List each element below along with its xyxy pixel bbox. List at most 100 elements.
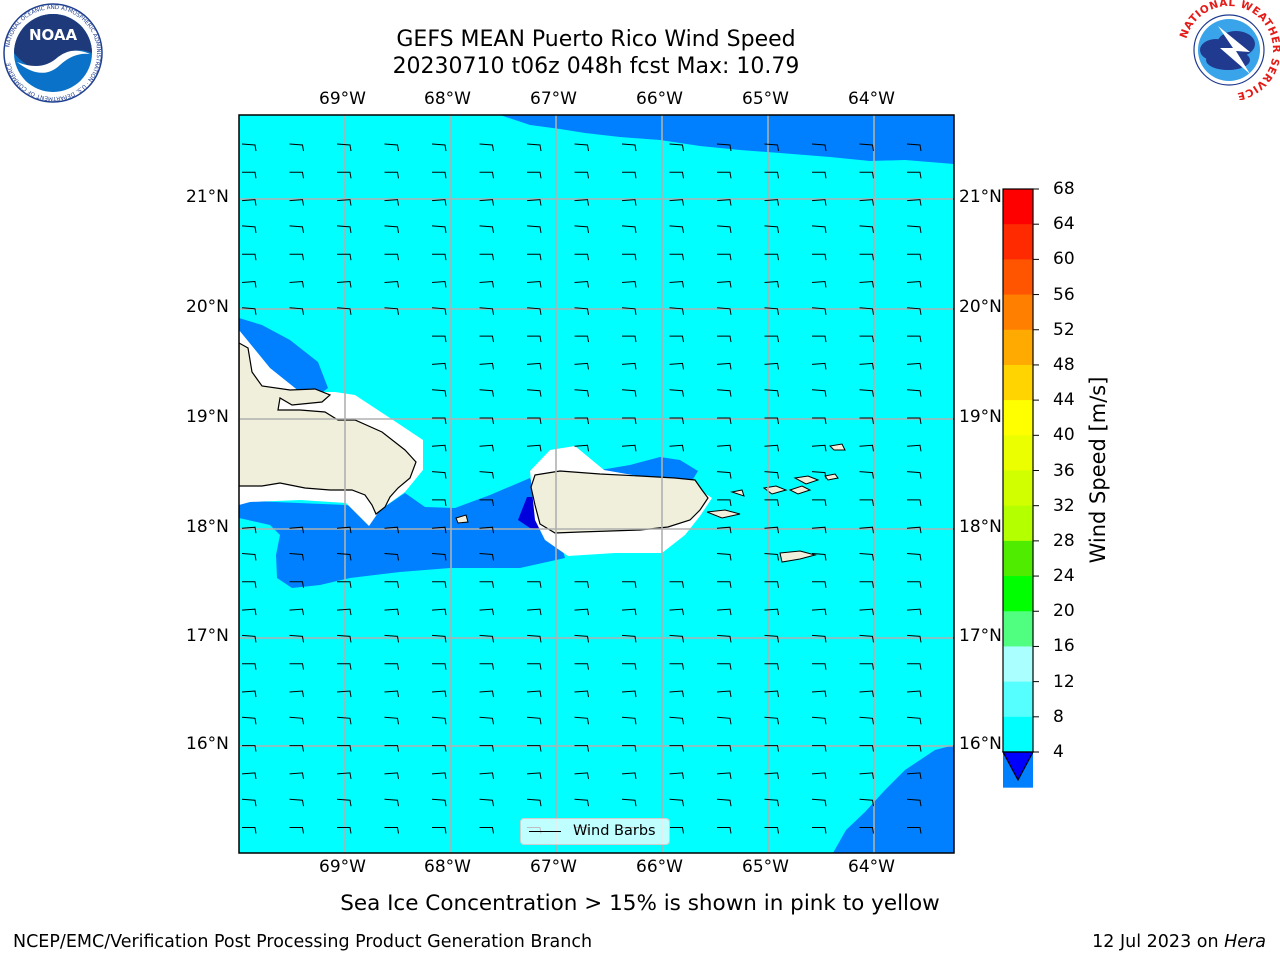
wind-barb [907, 171, 922, 179]
wind-barb [479, 143, 494, 152]
wind-barb [622, 417, 637, 425]
wind-barb [574, 362, 589, 370]
wind-barb [717, 581, 732, 588]
chart-title: GEFS MEAN Puerto Rico Wind Speed [396, 27, 796, 52]
lat-label-right-20n: 20°N [959, 297, 1002, 317]
wind-barb [431, 716, 447, 725]
wind-barb [574, 307, 589, 315]
wind-barb [811, 143, 827, 152]
wind-barb [859, 307, 874, 315]
wind-barb [384, 143, 399, 152]
wind-barb [859, 745, 874, 752]
wind-barb [859, 417, 874, 425]
wind-barb [716, 716, 732, 725]
colorbar-tick-label: 36 [1053, 460, 1075, 481]
wind-barb [764, 225, 779, 233]
wind-barb [336, 690, 352, 698]
lon-label-top-66w: 66°W [636, 89, 683, 109]
wind-barb [289, 280, 304, 288]
wind-barb [336, 307, 352, 315]
legend-wind-barb-line [529, 831, 561, 832]
wind-barb [812, 745, 827, 752]
wind-barb [241, 143, 257, 152]
wind-barb [336, 199, 352, 206]
colorbar-swatch [1003, 681, 1033, 718]
lat-label-left-21n: 21°N [186, 187, 229, 207]
wind-barb [337, 663, 352, 670]
wind-barb [764, 499, 779, 506]
wind-barb [907, 335, 922, 343]
colorbar-swatch [1003, 540, 1033, 577]
wind-barb [669, 307, 684, 315]
wind-barb [479, 471, 494, 479]
chart-subtitle: 20230710 t06z 048h fcst Max: 10.79 [392, 54, 800, 79]
wind-barb [432, 745, 447, 752]
lat-label-right-19n: 19°N [959, 407, 1002, 427]
wind-barb [384, 716, 399, 725]
colorbar-swatch [1003, 259, 1033, 296]
wind-barb [241, 772, 257, 779]
wind-barb [621, 608, 637, 616]
colorbar-tick-label: 32 [1053, 495, 1075, 516]
wind-barb [716, 772, 732, 779]
wind-barb [907, 855, 921, 861]
wind-barb [289, 716, 304, 725]
wind-barb [432, 171, 447, 179]
hispaniola-land [239, 342, 417, 515]
wind-barb [764, 526, 779, 534]
wind-barb [669, 253, 684, 261]
wind-barb [289, 307, 304, 315]
colorbar-tick-label: 48 [1053, 354, 1075, 375]
wind-barb [811, 199, 827, 206]
wind-barb [717, 827, 732, 834]
wind-barb [432, 499, 447, 506]
wind-barb [621, 143, 637, 152]
wind-barb [242, 171, 257, 179]
wind-barb [384, 553, 399, 561]
wind-barb [811, 362, 827, 370]
wind-barb [906, 634, 922, 643]
colorbar-tick-label: 64 [1053, 214, 1075, 235]
colorbar-swatch [1003, 224, 1033, 260]
wind-barb [906, 690, 922, 698]
wind-barb [526, 608, 542, 616]
wind-barb [289, 553, 304, 561]
lon-label-bottom-67w: 67°W [530, 857, 577, 877]
wind-barb [289, 171, 304, 179]
wind-barb [812, 335, 827, 343]
wind-barb [384, 690, 399, 698]
wind-barb [811, 690, 827, 698]
wind-barb [337, 253, 352, 261]
colorbar-swatch [1003, 189, 1033, 225]
wind-barb [811, 389, 827, 397]
colorbar-swatch [1003, 400, 1033, 436]
wind-barb [336, 280, 352, 288]
wind-barb [859, 608, 874, 616]
wind-barb [764, 444, 779, 452]
puerto-rico-land [530, 470, 709, 534]
wind-barb [384, 280, 399, 288]
wind-barb [716, 634, 732, 643]
wind-barb [621, 280, 637, 288]
wind-barb [574, 772, 589, 779]
wind-barb [336, 553, 352, 561]
wind-barb [289, 634, 304, 643]
wind-barb [336, 634, 352, 643]
wind-barb [242, 581, 257, 588]
wind-barb [669, 362, 684, 370]
wind-barb [574, 199, 589, 206]
lat-label-right-18n: 18°N [959, 517, 1002, 537]
wind-barb [811, 798, 827, 807]
wind-barb [574, 581, 589, 588]
wind-barb [479, 499, 494, 506]
wind-barb [241, 690, 257, 698]
wind-barb [384, 798, 399, 807]
wind-barb [622, 171, 637, 179]
wind-barb [716, 798, 732, 807]
wind-barb [906, 143, 922, 152]
wind-barb [527, 417, 542, 425]
wind-barb [716, 199, 732, 206]
wind-barb [764, 690, 779, 698]
date-text: 12 Jul 2023 on [1092, 932, 1219, 952]
